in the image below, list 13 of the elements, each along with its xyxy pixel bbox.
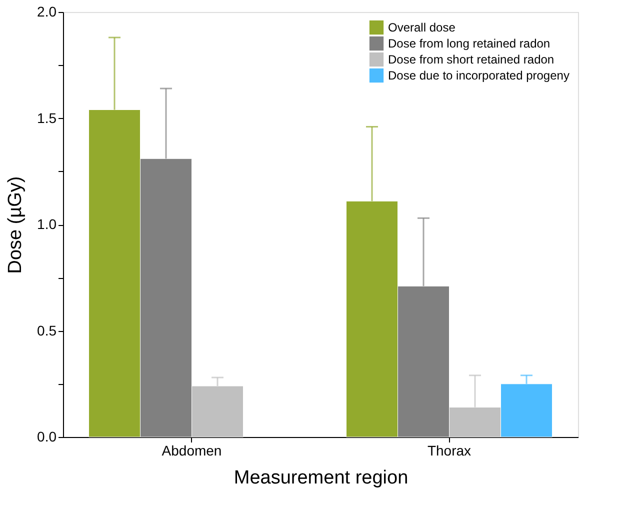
legend-label: Dose due to incorporated progeny — [388, 68, 570, 82]
legend-label: Overall dose — [388, 20, 456, 34]
x-axis-title: Measurement region — [234, 468, 408, 488]
y-axis-title: Dose (µGy) — [5, 176, 26, 274]
y-tick-label: 0.5 — [37, 322, 57, 338]
legend-label: Dose from long retained radon — [388, 36, 550, 50]
legend-label: Dose from short retained radon — [388, 52, 554, 66]
x-tick-label: Abdomen — [162, 442, 222, 458]
y-tick-label: 2.0 — [37, 4, 57, 20]
x-tick-label: Thorax — [427, 442, 472, 458]
y-tick-label: 1.0 — [37, 216, 57, 232]
y-tick-label: 1.5 — [37, 110, 57, 126]
y-tick-label: 0.0 — [37, 428, 57, 444]
